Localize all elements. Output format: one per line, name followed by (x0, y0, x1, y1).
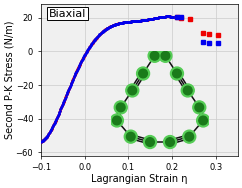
Text: Biaxial: Biaxial (49, 9, 86, 19)
Y-axis label: Second P-K Stress (N/m): Second P-K Stress (N/m) (4, 21, 14, 139)
X-axis label: Lagrangian Strain η: Lagrangian Strain η (91, 174, 188, 184)
